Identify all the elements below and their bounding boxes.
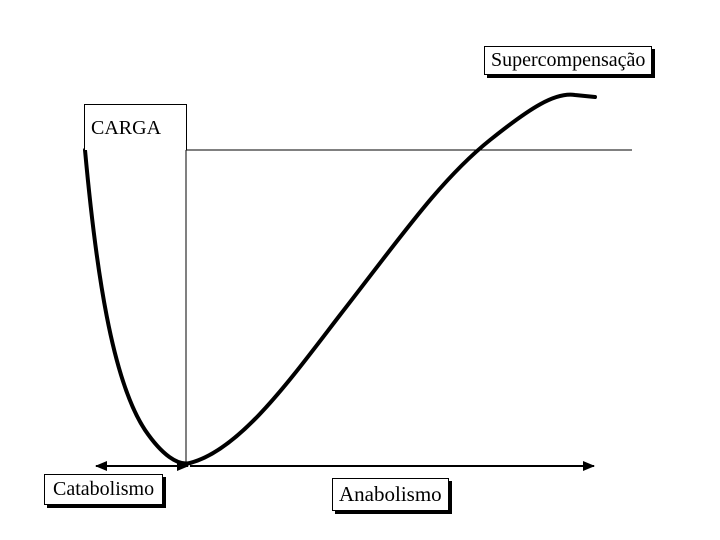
catabolism-label: Catabolismo: [44, 474, 164, 505]
load-text: CARGA: [91, 117, 162, 139]
supercompensation-curve: [83, 92, 597, 466]
supercompensation-text: Supercompensação: [491, 49, 646, 71]
catabolism-text: Catabolismo: [53, 478, 155, 500]
anabolism-text: Anabolismo: [339, 482, 442, 506]
load-label: CARGA: [84, 104, 187, 150]
anabolism-label: Anabolismo: [332, 478, 449, 511]
supercompensation-label: Supercompensação: [484, 46, 653, 75]
